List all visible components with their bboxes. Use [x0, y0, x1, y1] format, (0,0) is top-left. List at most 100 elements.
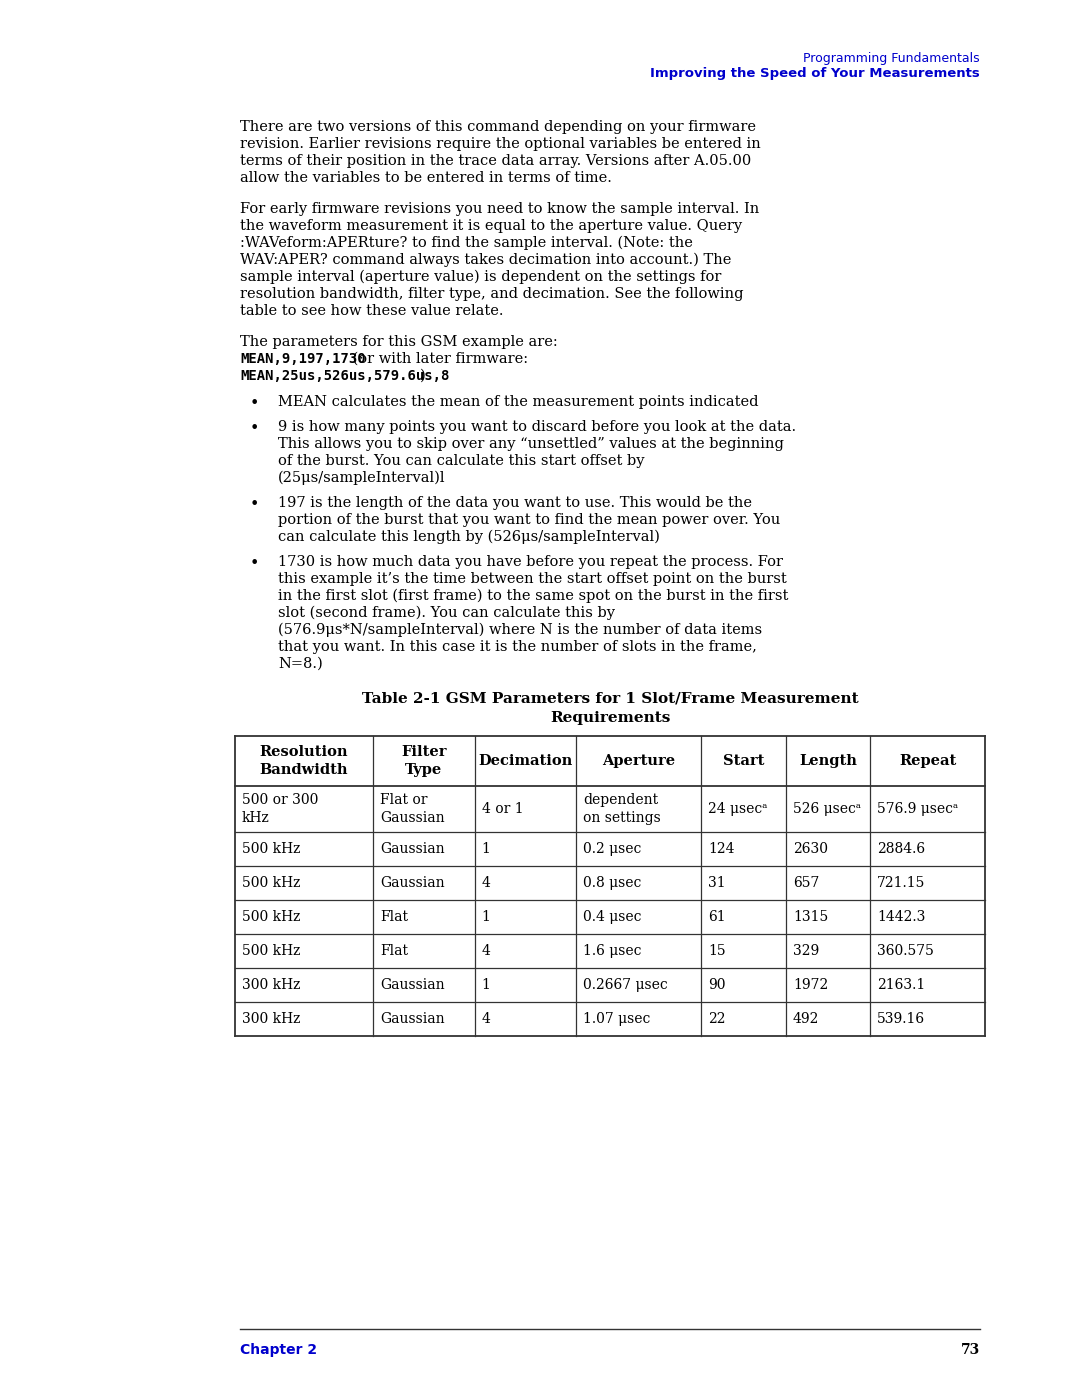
Text: 0.2 μsec: 0.2 μsec	[583, 842, 642, 856]
Text: Length: Length	[799, 754, 858, 768]
Text: 0.8 μsec: 0.8 μsec	[583, 876, 642, 890]
Text: 2163.1: 2163.1	[877, 978, 926, 992]
Text: 22: 22	[708, 1011, 726, 1025]
Text: resolution bandwidth, filter type, and decimation. See the following: resolution bandwidth, filter type, and d…	[240, 286, 743, 300]
Text: MEAN,9,197,1730: MEAN,9,197,1730	[240, 352, 366, 366]
Text: 500 kHz: 500 kHz	[242, 842, 300, 856]
Text: sample interval (aperture value) is dependent on the settings for: sample interval (aperture value) is depe…	[240, 270, 721, 285]
Text: Gaussian: Gaussian	[380, 812, 445, 826]
Text: Start: Start	[723, 754, 765, 768]
Text: WAV:APER? command always takes decimation into account.) The: WAV:APER? command always takes decimatio…	[240, 253, 731, 267]
Text: Flat: Flat	[380, 944, 408, 958]
Text: Flat or: Flat or	[380, 793, 428, 807]
Text: 0.4 μsec: 0.4 μsec	[583, 909, 642, 923]
Text: 61: 61	[708, 909, 726, 923]
Text: 4: 4	[482, 1011, 490, 1025]
Text: 24 μsecᵃ: 24 μsecᵃ	[708, 802, 768, 816]
Text: 1.6 μsec: 1.6 μsec	[583, 944, 642, 958]
Text: 31: 31	[708, 876, 726, 890]
Text: 1: 1	[482, 978, 490, 992]
Text: 492: 492	[793, 1011, 820, 1025]
Text: Improving the Speed of Your Measurements: Improving the Speed of Your Measurements	[650, 67, 980, 80]
Text: can calculate this length by (526μs/sampleInterval): can calculate this length by (526μs/samp…	[278, 529, 660, 545]
Text: that you want. In this case it is the number of slots in the frame,: that you want. In this case it is the nu…	[278, 640, 757, 654]
Text: this example it’s the time between the start offset point on the burst: this example it’s the time between the s…	[278, 571, 786, 585]
Text: 90: 90	[708, 978, 726, 992]
Text: 576.9 μsecᵃ: 576.9 μsecᵃ	[877, 802, 959, 816]
Text: 2630: 2630	[793, 842, 828, 856]
Text: MEAN calculates the mean of the measurement points indicated: MEAN calculates the mean of the measurem…	[278, 395, 758, 409]
Text: Bandwidth: Bandwidth	[259, 763, 348, 777]
Text: 124: 124	[708, 842, 734, 856]
Text: 73: 73	[961, 1343, 980, 1356]
Text: :WAVeform:APERture? to find the sample interval. (Note: the: :WAVeform:APERture? to find the sample i…	[240, 236, 693, 250]
Text: •: •	[249, 395, 259, 412]
Text: 4: 4	[482, 876, 490, 890]
Text: (576.9μs*N/sampleInterval) where N is the number of data items: (576.9μs*N/sampleInterval) where N is th…	[278, 623, 762, 637]
Text: •: •	[249, 496, 259, 513]
Text: in the first slot (first frame) to the same spot on the burst in the first: in the first slot (first frame) to the s…	[278, 590, 788, 604]
Text: portion of the burst that you want to find the mean power over. You: portion of the burst that you want to fi…	[278, 513, 780, 527]
Text: 500 or 300: 500 or 300	[242, 793, 319, 807]
Text: table to see how these value relate.: table to see how these value relate.	[240, 305, 503, 319]
Text: Type: Type	[405, 763, 443, 777]
Text: This allows you to skip over any “unsettled” values at the beginning: This allows you to skip over any “unsett…	[278, 437, 784, 451]
Text: Decimation: Decimation	[478, 754, 572, 768]
Text: 4 or 1: 4 or 1	[482, 802, 524, 816]
Text: There are two versions of this command depending on your firmware: There are two versions of this command d…	[240, 120, 756, 134]
Text: 0.2667 μsec: 0.2667 μsec	[583, 978, 669, 992]
Text: 329: 329	[793, 944, 819, 958]
Text: The parameters for this GSM example are:: The parameters for this GSM example are:	[240, 335, 557, 349]
Text: 1.07 μsec: 1.07 μsec	[583, 1011, 651, 1025]
Text: Requirements: Requirements	[550, 711, 671, 725]
Text: 500 kHz: 500 kHz	[242, 876, 300, 890]
Text: of the burst. You can calculate this start offset by: of the burst. You can calculate this sta…	[278, 454, 645, 468]
Text: Aperture: Aperture	[603, 754, 675, 768]
Text: •: •	[249, 420, 259, 437]
Text: Chapter 2: Chapter 2	[240, 1343, 318, 1356]
Text: 526 μsecᵃ: 526 μsecᵃ	[793, 802, 861, 816]
Text: 4: 4	[482, 944, 490, 958]
Text: Flat: Flat	[380, 909, 408, 923]
Text: 1: 1	[482, 909, 490, 923]
Text: 1315: 1315	[793, 909, 828, 923]
Text: 1: 1	[482, 842, 490, 856]
Text: Table 2-1 GSM Parameters for 1 Slot/Frame Measurement: Table 2-1 GSM Parameters for 1 Slot/Fram…	[362, 692, 859, 705]
Text: 1972: 1972	[793, 978, 828, 992]
Text: Resolution: Resolution	[259, 745, 348, 759]
Text: Gaussian: Gaussian	[380, 842, 445, 856]
Text: Gaussian: Gaussian	[380, 978, 445, 992]
Text: 15: 15	[708, 944, 726, 958]
Text: dependent: dependent	[583, 793, 659, 807]
Text: Gaussian: Gaussian	[380, 1011, 445, 1025]
Text: Programming Fundamentals: Programming Fundamentals	[804, 52, 980, 66]
Text: ): )	[420, 369, 426, 383]
Text: (25μs/sampleInterval)l: (25μs/sampleInterval)l	[278, 471, 446, 485]
Text: 300 kHz: 300 kHz	[242, 978, 300, 992]
Text: slot (second frame). You can calculate this by: slot (second frame). You can calculate t…	[278, 606, 615, 620]
Text: 300 kHz: 300 kHz	[242, 1011, 300, 1025]
Text: 539.16: 539.16	[877, 1011, 926, 1025]
Text: Filter: Filter	[401, 745, 446, 759]
Text: 1442.3: 1442.3	[877, 909, 926, 923]
Text: 500 kHz: 500 kHz	[242, 944, 300, 958]
Text: allow the variables to be entered in terms of time.: allow the variables to be entered in ter…	[240, 170, 612, 184]
Text: N=8.): N=8.)	[278, 657, 323, 671]
Text: Gaussian: Gaussian	[380, 876, 445, 890]
Text: kHz: kHz	[242, 812, 270, 826]
Text: •: •	[249, 555, 259, 571]
Text: MEAN,25us,526us,579.6us,8: MEAN,25us,526us,579.6us,8	[240, 369, 449, 383]
Text: For early firmware revisions you need to know the sample interval. In: For early firmware revisions you need to…	[240, 203, 759, 217]
Text: 721.15: 721.15	[877, 876, 926, 890]
Text: 197 is the length of the data you want to use. This would be the: 197 is the length of the data you want t…	[278, 496, 752, 510]
Text: the waveform measurement it is equal to the aperture value. Query: the waveform measurement it is equal to …	[240, 219, 742, 233]
Text: 657: 657	[793, 876, 820, 890]
Text: 360.575: 360.575	[877, 944, 934, 958]
Text: 1730 is how much data you have before you repeat the process. For: 1730 is how much data you have before yo…	[278, 555, 783, 569]
Text: Repeat: Repeat	[899, 754, 956, 768]
Text: (or with later firmware:: (or with later firmware:	[348, 352, 528, 366]
Text: 2884.6: 2884.6	[877, 842, 926, 856]
Text: 9 is how many points you want to discard before you look at the data.: 9 is how many points you want to discard…	[278, 420, 796, 434]
Text: on settings: on settings	[583, 812, 661, 826]
Text: revision. Earlier revisions require the optional variables be entered in: revision. Earlier revisions require the …	[240, 137, 760, 151]
